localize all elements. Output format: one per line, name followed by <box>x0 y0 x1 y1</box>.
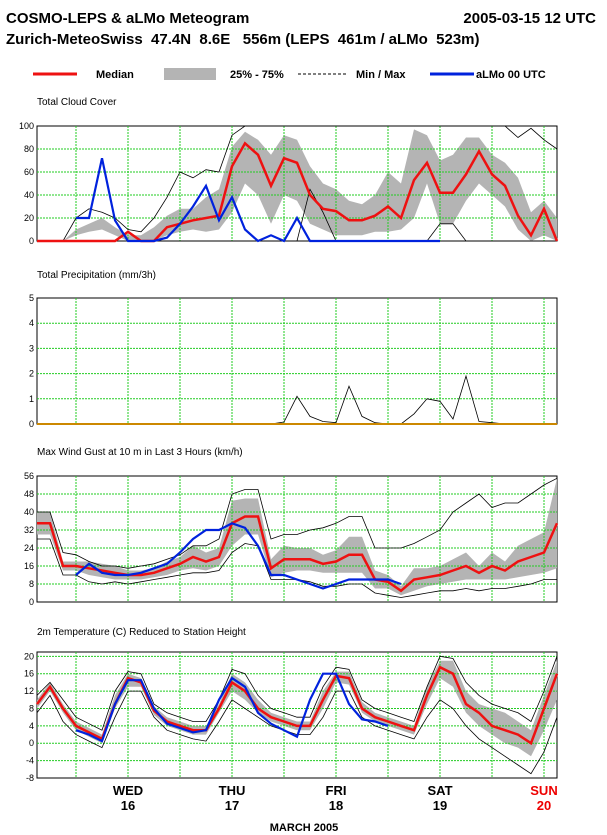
plot-frame <box>36 651 558 779</box>
day-name-label: SAT <box>427 783 452 798</box>
iqr-band <box>37 129 557 241</box>
y-tick-label: 100 <box>19 121 34 131</box>
plot-frame <box>36 297 558 425</box>
almo-line <box>75 672 389 743</box>
y-tick-label: 40 <box>24 190 34 200</box>
min-line <box>37 188 557 242</box>
legend-median-label: Median <box>96 69 134 81</box>
y-tick-label: 16 <box>24 561 34 571</box>
day-name-label: FRI <box>326 783 347 798</box>
panel-2: Total Precipitation (mm/3h) 0 1 2 3 4 5 <box>29 270 558 429</box>
y-tick-label: 0 <box>29 738 34 748</box>
max-line <box>37 477 558 569</box>
y-tick-label: 8 <box>29 703 34 713</box>
y-tick-label: 0 <box>29 597 34 607</box>
panel-title: 2m Temperature (C) Reduced to Station He… <box>37 627 246 638</box>
day-number-label: 16 <box>121 798 135 813</box>
legend-almo-label: aLMo 00 UTC <box>476 69 546 81</box>
panel-title: Max Wind Gust at 10 m in Last 3 Hours (k… <box>37 447 243 458</box>
y-tick-label: 5 <box>29 293 34 303</box>
day-number-label: 18 <box>329 798 343 813</box>
panel-4: 2m Temperature (C) Reduced to Station He… <box>24 627 559 783</box>
y-tick-label: 48 <box>24 489 34 499</box>
y-tick-label: 20 <box>24 213 34 223</box>
y-tick-label: 24 <box>24 543 34 553</box>
max-line <box>37 374 557 425</box>
day-name-label: THU <box>219 783 246 798</box>
max-line <box>36 655 558 731</box>
station-info: Zurich-MeteoSwiss 47.4N 8.6E 556m (LEPS … <box>6 31 480 48</box>
y-tick-label: 40 <box>24 507 34 517</box>
day-number-label: 20 <box>537 798 551 813</box>
legend-iqr-swatch <box>164 68 216 80</box>
panel-title: Total Precipitation (mm/3h) <box>37 270 156 281</box>
y-tick-label: 4 <box>29 318 34 328</box>
panel-3: Max Wind Gust at 10 m in Last 3 Hours (k… <box>24 447 559 607</box>
max-line <box>37 125 558 242</box>
y-tick-label: 16 <box>24 669 34 679</box>
y-tick-label: 3 <box>29 343 34 353</box>
iqr-band <box>37 478 557 596</box>
y-tick-label: 1 <box>29 394 34 404</box>
y-tick-label: 80 <box>24 144 34 154</box>
y-tick-label: 32 <box>24 525 34 535</box>
y-tick-label: -8 <box>26 773 34 783</box>
day-name-label: WED <box>113 783 143 798</box>
y-tick-label: 0 <box>29 419 34 429</box>
almo-line <box>75 522 402 590</box>
y-tick-label: 8 <box>29 579 34 589</box>
panel-1: Total Cloud Cover 0 20 40 60 80 100 <box>19 97 559 246</box>
y-tick-label: 4 <box>29 721 34 731</box>
y-tick-label: 60 <box>24 167 34 177</box>
legend-minmax-label: Min / Max <box>356 69 406 81</box>
day-number-label: 17 <box>225 798 239 813</box>
y-tick-label: 2 <box>29 369 34 379</box>
panel-title: Total Cloud Cover <box>37 97 117 108</box>
day-number-label: 19 <box>433 798 447 813</box>
y-tick-label: -4 <box>26 756 34 766</box>
y-tick-label: 12 <box>24 686 34 696</box>
day-name-label: SUN <box>530 783 557 798</box>
legend-iqr-label: 25% - 75% <box>230 69 284 81</box>
y-tick-label: 0 <box>29 236 34 246</box>
forecast-run-time: 2005-03-15 12 UTC <box>463 10 596 27</box>
chart-title: COSMO-LEPS & aLMo Meteogram <box>6 10 249 27</box>
legend: Median 25% - 75% Min / Max aLMo 00 UTC <box>33 68 546 81</box>
y-tick-label: 20 <box>24 651 34 661</box>
y-tick-label: 56 <box>24 471 34 481</box>
almo-line <box>76 157 440 243</box>
plot-frame <box>36 475 558 603</box>
month-label: MARCH 2005 <box>270 822 338 834</box>
